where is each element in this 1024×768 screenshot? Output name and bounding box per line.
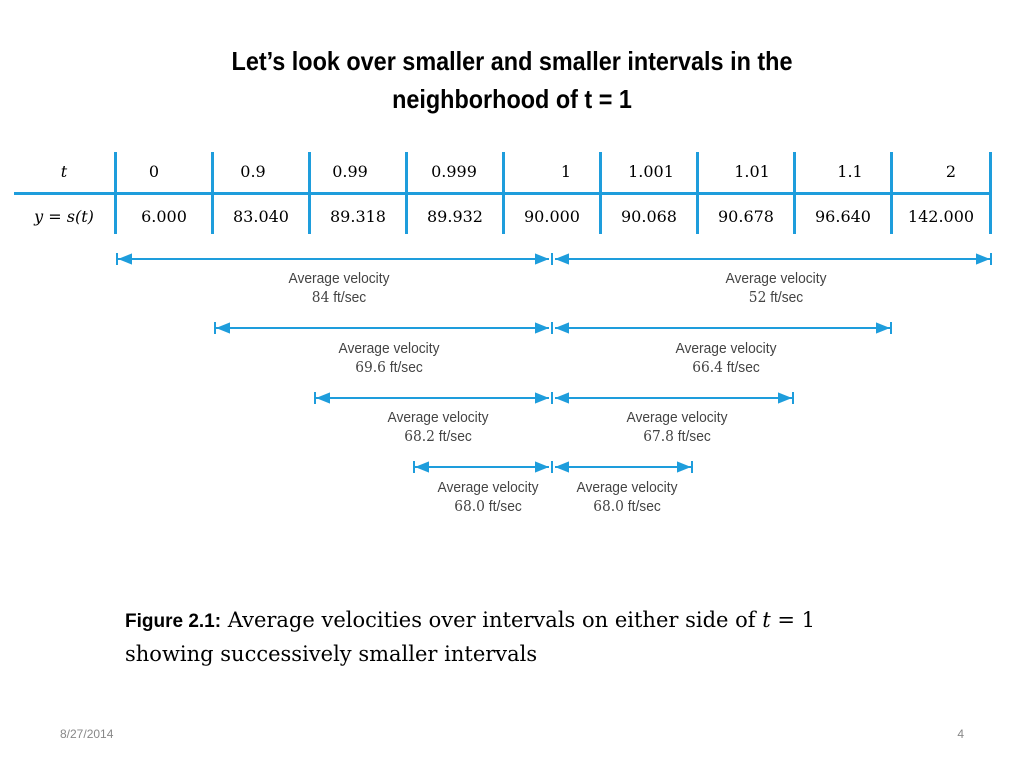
caption-line-2: showing successively smaller intervals — [125, 642, 538, 666]
velocity-label-right: Average velocity 67.8 ft/sec — [576, 409, 778, 446]
velocity-unit: ft/sec — [488, 498, 522, 515]
velocity-heading: Average velocity — [725, 270, 827, 287]
y-value: 90.068 — [621, 207, 677, 226]
page-number: 4 — [957, 727, 964, 741]
table-column-divider — [405, 152, 408, 234]
table-column-divider — [502, 152, 505, 234]
data-table: t y = s(t) 0 0.9 0.99 0.999 1 1.001 1.01… — [14, 152, 992, 234]
y-value: 90.000 — [524, 207, 580, 226]
velocity-value: 67.8 — [643, 427, 674, 445]
table-column-divider — [793, 152, 796, 234]
velocity-unit: ft/sec — [333, 289, 367, 306]
figure-label: Figure 2.1: — [125, 611, 222, 632]
t-value: 2 — [945, 162, 957, 181]
figure-caption: Figure 2.1: Average velocities over inte… — [125, 604, 915, 671]
velocity-value: 84 — [311, 288, 330, 306]
velocity-value: 68.2 — [404, 427, 435, 445]
velocity-unit: ft/sec — [726, 359, 760, 376]
velocity-label-right: Average velocity 52 ft/sec — [675, 270, 877, 307]
slide-title-line-2: neighborhood of t = 1 — [392, 84, 632, 114]
y-row-label: y = s(t) — [34, 207, 94, 226]
y-value: 142.000 — [907, 207, 975, 226]
y-value: 89.318 — [330, 207, 386, 226]
velocity-value: 52 — [748, 288, 767, 306]
y-value: 96.640 — [815, 207, 871, 226]
velocity-unit: ft/sec — [770, 289, 804, 306]
velocity-unit: ft/sec — [677, 428, 711, 445]
t-value: 0.99 — [332, 162, 368, 181]
velocity-label-left: Average velocity 68.0 ft/sec — [387, 479, 589, 516]
velocity-value: 68.0 — [593, 497, 624, 515]
table-column-divider — [890, 152, 893, 234]
t-value: 1.1 — [837, 162, 863, 181]
y-value: 6.000 — [141, 207, 187, 226]
velocity-heading: Average velocity — [626, 409, 728, 426]
caption-text-end: = 1 — [777, 608, 816, 632]
table-column-divider — [114, 152, 117, 234]
caption-t-symbol: t — [762, 608, 771, 632]
velocity-label-right: Average velocity 66.4 ft/sec — [625, 340, 827, 377]
slide-title-line-1: Let’s look over smaller and smaller inte… — [231, 46, 793, 76]
table-column-divider — [696, 152, 699, 234]
velocity-heading: Average velocity — [387, 409, 489, 426]
table-column-divider — [211, 152, 214, 234]
velocity-unit: ft/sec — [389, 359, 423, 376]
velocity-unit: ft/sec — [438, 428, 472, 445]
velocity-label-left: Average velocity 68.2 ft/sec — [337, 409, 539, 446]
velocity-heading: Average velocity — [675, 340, 777, 357]
table-column-divider — [308, 152, 311, 234]
velocity-value: 68.0 — [454, 497, 485, 515]
velocity-heading: Average velocity — [338, 340, 440, 357]
t-value: 1.01 — [734, 162, 770, 181]
table-column-divider — [989, 152, 992, 234]
velocity-value: 66.4 — [692, 358, 723, 376]
velocity-heading: Average velocity — [576, 479, 678, 496]
t-value: 0.9 — [240, 162, 266, 181]
y-value: 89.932 — [427, 207, 483, 226]
caption-text: Average velocities over intervals on eit… — [227, 608, 756, 632]
t-value: 0 — [148, 162, 160, 181]
table-column-divider — [599, 152, 602, 234]
t-value: 0.999 — [431, 162, 477, 181]
footer-date: 8/27/2014 — [60, 727, 114, 741]
slide-title: Let’s look over smaller and smaller inte… — [123, 42, 901, 118]
velocity-label-left: Average velocity 84 ft/sec — [238, 270, 440, 307]
velocity-heading: Average velocity — [437, 479, 539, 496]
y-value: 83.040 — [233, 207, 289, 226]
velocity-label-right: Average velocity 68.0 ft/sec — [526, 479, 728, 516]
t-value: 1.001 — [628, 162, 674, 181]
velocity-heading: Average velocity — [288, 270, 390, 287]
t-value: 1 — [560, 162, 572, 181]
velocity-value: 69.6 — [355, 358, 386, 376]
velocity-unit: ft/sec — [627, 498, 661, 515]
y-value: 90.678 — [718, 207, 774, 226]
t-row-label: t — [60, 162, 68, 181]
velocity-label-left: Average velocity 69.6 ft/sec — [288, 340, 490, 377]
